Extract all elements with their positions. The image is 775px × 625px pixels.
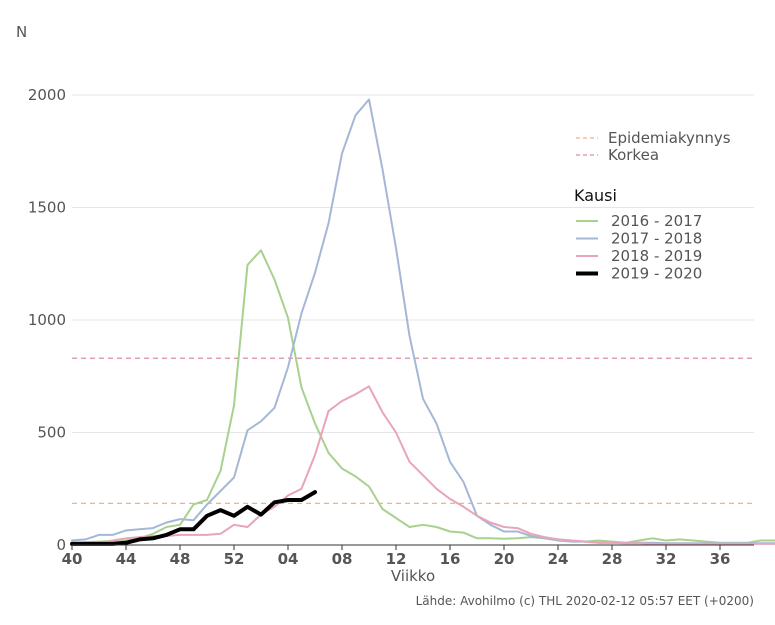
x-axis-label: Viikko: [391, 567, 435, 585]
legend-label-2016-2017: 2016 - 2017: [611, 212, 702, 230]
legend-label-2019-2020: 2019 - 2020: [611, 265, 702, 283]
x-tick-40: 40: [62, 550, 83, 568]
grid-lines: [72, 94, 754, 433]
x-tick-36: 36: [710, 550, 731, 568]
y-tick-labels: 0 500 1000 1500 2000: [28, 86, 66, 554]
x-tick-12: 12: [386, 550, 407, 568]
y-tick-0: 0: [56, 536, 66, 554]
series-line-2018-2019: [71, 385, 775, 545]
legend-label-2017-2018: 2017 - 2018: [611, 230, 702, 248]
x-tick-20: 20: [494, 550, 515, 568]
x-tick-28: 28: [602, 550, 623, 568]
x-tick-04: 04: [278, 550, 299, 568]
y-tick-1500: 1500: [28, 199, 66, 217]
y-tick-2000: 2000: [28, 86, 66, 104]
legend-label-epidemiakynnys: Epidemiakynnys: [608, 129, 731, 147]
x-tick-16: 16: [440, 550, 461, 568]
legend-label-2018-2019: 2018 - 2019: [611, 247, 702, 265]
x-tick-52: 52: [224, 550, 245, 568]
x-tick-44: 44: [116, 550, 137, 568]
source-note: Lähde: Avohilmo (c) THL 2020-02-12 05:57…: [416, 594, 754, 608]
threshold-lines: [72, 357, 754, 505]
legend-title: Kausi: [574, 186, 617, 205]
x-tick-32: 32: [656, 550, 677, 568]
legend-label-korkea: Korkea: [608, 146, 659, 164]
series-lines: [70, 98, 775, 546]
x-tick-24: 24: [548, 550, 569, 568]
x-tick-08: 08: [332, 550, 353, 568]
series-line-2016-2017: [71, 249, 775, 544]
x-tick-labels: 40 44 48 52 04 08 12 16 20 24 28 32 36: [62, 545, 731, 568]
y-axis-label: N: [16, 23, 27, 41]
series-line-2019-2020: [70, 490, 317, 546]
y-tick-500: 500: [37, 424, 66, 442]
x-tick-48: 48: [170, 550, 191, 568]
y-tick-1000: 1000: [28, 311, 66, 329]
